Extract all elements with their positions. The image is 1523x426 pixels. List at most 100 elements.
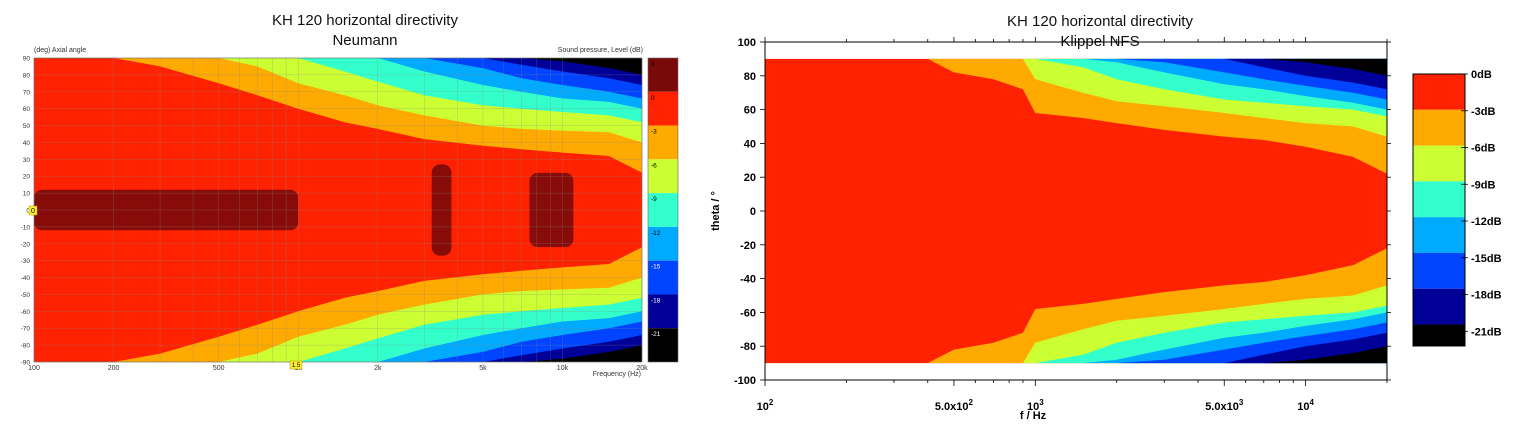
right-colorbar-tick-label: -6dB (1471, 143, 1496, 155)
contour-band-upper-m21db (34, 58, 642, 75)
right-plot-area (765, 58, 1387, 364)
left-y-tick-label: 10 (23, 191, 31, 198)
left-colorbar-swatch (648, 260, 678, 295)
right-y-axis-label: theta / ° (710, 191, 722, 231)
right-colorbar-tick-label: -12dB (1471, 216, 1502, 228)
left-y-tick-label: -60 (21, 309, 31, 316)
left-colorbar-tick-label: -9 (651, 196, 657, 203)
left-x-tick-label: 20k (636, 365, 648, 372)
left-chart-svg: (deg) Axial angle Sound pressure, Level … (21, 47, 679, 378)
left-colorbar-swatch (648, 159, 678, 194)
left-colorbar-swatch (648, 193, 678, 227)
left-y-tick-label: 30 (23, 157, 31, 164)
left-colorbar-tick-label: -21 (651, 331, 661, 338)
right-colorbar-frame (1412, 73, 1466, 347)
left-colorbar-swatch (648, 125, 678, 160)
left-y-tick-label: 60 (23, 106, 31, 113)
left-colorbar-swatch (648, 58, 678, 92)
right-y-tick-label: -20 (740, 240, 756, 252)
left-y-axis-label: (deg) Axial angle (34, 47, 86, 54)
right-y-tick-label: -60 (740, 307, 756, 319)
right-colorbar-swatch (1413, 217, 1465, 253)
left-colorbar-tick-label: -18 (651, 297, 661, 304)
left-y-tick-label: -10 (21, 224, 31, 231)
contour-band-lower-m21db (765, 346, 1387, 364)
left-chart-title: KH 120 horizontal directivity Neumann (0, 11, 730, 51)
left-marker-y-label: 0 (31, 208, 35, 215)
left-chart-title-text: KH 120 horizontal directivity (272, 12, 458, 29)
left-colorbar-swatch (648, 328, 678, 362)
left-y-tick-label: -50 (21, 292, 31, 299)
right-colorbar-tick-label: -3dB (1471, 106, 1496, 118)
contour-band-upper-m12db (34, 58, 642, 109)
left-y-tick-label: -80 (21, 343, 31, 350)
left-colorbar-tick-label: 0 (651, 95, 655, 102)
left-colorbar-tick-label: -15 (651, 264, 661, 271)
left-x-tick-label: 100 (28, 365, 40, 372)
right-colorbar-tick-label: -18dB (1471, 290, 1502, 302)
contour-band-lower-m15db (765, 322, 1387, 364)
right-y-tick-label: -100 (734, 375, 756, 387)
right-colorbar: 0dB -3dB -6dB -9dB -12dB -15dB -18dB -21dB (1412, 69, 1502, 347)
left-colorbar-swatch (648, 226, 678, 261)
right-colorbar-swatch (1413, 288, 1465, 325)
left-colorbar-tick-label: -12 (651, 230, 661, 237)
right-y-tick-label: 80 (744, 71, 756, 83)
contour-band-lower-m15db (34, 321, 642, 362)
right-x-tick-label: 5.0x103 (1205, 398, 1244, 413)
right-colorbar-swatch (1413, 109, 1465, 146)
left-x-tick-label: 5k (479, 365, 487, 372)
right-y-tick-label: 40 (744, 138, 756, 150)
contour-band-upper-m21db (765, 58, 1387, 76)
left-colorbar-tick-label: -3 (651, 129, 657, 136)
left-x-tick-label: 500 (213, 365, 225, 372)
left-y-tick-label: 70 (23, 89, 31, 96)
right-colorbar-tick-label: -21dB (1471, 326, 1502, 338)
right-colorbar-tick-label: 0dB (1471, 69, 1492, 81)
right-y-tick-label: -80 (740, 341, 756, 353)
right-x-tick-label: 104 (1297, 398, 1314, 413)
right-colorbar-tick-label: -9dB (1471, 179, 1496, 191)
left-marker-x: 1.5 (289, 360, 303, 370)
left-y-tick-label: -30 (21, 258, 31, 265)
right-colorbar-tick-label: -15dB (1471, 253, 1502, 265)
left-colorbar-tick-label: 3 (651, 61, 655, 68)
right-x-tick-label: 5.0x102 (935, 398, 974, 413)
right-y-tick-label: 20 (744, 172, 756, 184)
right-x-tick-label: 102 (757, 398, 774, 413)
contour-band-upper-m15db (34, 58, 642, 99)
left-chart-subtitle: Neumann (332, 32, 398, 49)
left-colorbar-tick-label: -6 (651, 162, 657, 169)
left-y-tick-label: -70 (21, 326, 31, 333)
right-y-tick-label: 60 (744, 105, 756, 117)
right-colorbar-swatch (1413, 145, 1465, 182)
right-chart-panel: KH 120 horizontal directivity Klippel NF… (700, 0, 1523, 426)
left-x-tick-label: 2k (374, 365, 382, 372)
left-chart-panel: KH 120 horizontal directivity Neumann (d… (0, 0, 740, 426)
left-x-axis-label: Frequency (Hz) (593, 371, 641, 378)
right-y-tick-label: -40 (740, 274, 756, 286)
left-y-tick-label: 20 (23, 174, 31, 181)
left-y-tick-label: -90 (21, 360, 31, 367)
contour-band-upper-m15db (765, 58, 1387, 100)
left-y-tick-label: -40 (21, 275, 31, 282)
left-y-tick-label: 50 (23, 123, 31, 130)
right-colorbar-swatch (1413, 74, 1465, 110)
right-y-tick-label: 100 (738, 37, 756, 49)
left-axis-ticks: 9080706050403020100-10-20-30-40-50-60-70… (21, 56, 649, 373)
left-y-tick-label: -20 (21, 241, 31, 248)
contour-band-lower-m12db (34, 311, 642, 362)
left-colorbar: 3 0 -3 -6 -9 -12 -15 -18 -21 (647, 57, 679, 363)
left-y-tick-label: 40 (23, 140, 31, 147)
right-colorbar-swatch (1413, 181, 1465, 218)
contour-band-lower-m21db (34, 345, 642, 362)
left-marker-y: 0 (28, 205, 38, 216)
left-colorbar-swatch (648, 91, 678, 126)
left-colorbar-label: Sound pressure, Level (dB) (558, 47, 643, 54)
left-x-tick-label: 200 (108, 365, 120, 372)
left-y-tick-label: 0 (26, 208, 30, 215)
left-marker-x-label: 1.5 (292, 363, 301, 369)
right-colorbar-swatch (1413, 324, 1465, 346)
